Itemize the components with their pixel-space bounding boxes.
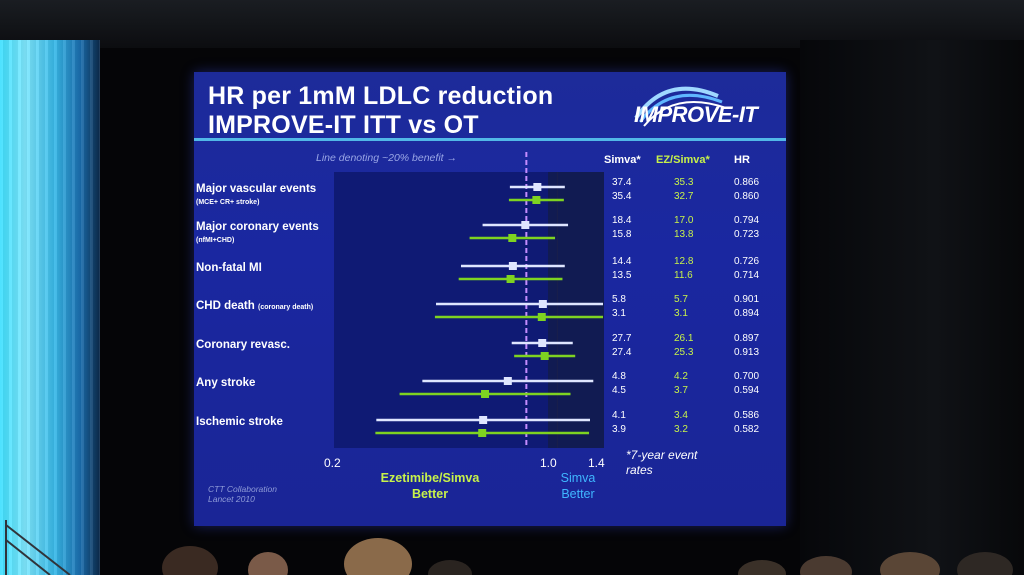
hr-marker-itt-2 <box>508 262 517 270</box>
title-ot: OT <box>443 111 479 139</box>
brand-logo-text: IMPROVE-IT <box>634 102 758 127</box>
simva-value-4-1: 27.4 <box>612 347 632 358</box>
dark-wall <box>800 40 1024 575</box>
col-head-hr: HR <box>734 154 750 166</box>
ez-value-6-0: 3.4 <box>674 410 688 421</box>
simva-value-5-0: 4.8 <box>612 371 626 382</box>
forest-plot <box>375 152 604 448</box>
hr-value-3-1: 0.894 <box>734 308 760 319</box>
row-label-note-3: (coronary death) <box>257 304 314 311</box>
stair-railing <box>5 520 71 575</box>
hr-marker-ot-6 <box>478 429 487 437</box>
simva-better-label: Simva Better <box>560 471 596 501</box>
hr-marker-itt-5 <box>503 377 512 385</box>
ez-value-2-0: 12.8 <box>674 256 694 267</box>
ez-value-1-0: 17.0 <box>674 215 694 226</box>
row-label-note-1: (nfMI+CHD) <box>196 237 235 244</box>
ez-value-5-0: 4.2 <box>674 371 688 382</box>
simva-value-1-0: 18.4 <box>612 215 632 226</box>
ez-value-4-0: 26.1 <box>674 333 694 344</box>
header-rule <box>194 138 786 141</box>
simva-value-0-0: 37.4 <box>612 177 632 188</box>
hr-marker-ot-4 <box>540 352 549 360</box>
ez-value-6-1: 3.2 <box>674 424 688 435</box>
hr-marker-ot-2 <box>506 275 515 283</box>
hr-marker-ot-5 <box>481 390 490 398</box>
ez-value-3-1: 3.1 <box>674 308 688 319</box>
simva-value-1-1: 15.8 <box>612 229 632 240</box>
row-label-4: Coronary revasc. <box>196 339 290 351</box>
hr-value-6-1: 0.582 <box>734 424 760 435</box>
row-label-1: Major coronary events (nfMI+CHD) <box>196 221 319 244</box>
ez-value-2-1: 11.6 <box>674 270 693 281</box>
hr-value-0-0: 0.866 <box>734 177 760 188</box>
hr-value-0-1: 0.860 <box>734 191 760 202</box>
hr-value-6-0: 0.586 <box>734 410 760 421</box>
hr-marker-ot-0 <box>532 196 541 204</box>
title-line-2-text: IMPROVE-IT ITT vs <box>208 111 444 139</box>
tick-1-0: 1.0 <box>540 456 557 470</box>
simva-value-0-1: 35.4 <box>612 191 632 202</box>
hr-marker-itt-1 <box>521 221 530 229</box>
hr-marker-itt-4 <box>538 339 547 347</box>
hr-value-1-0: 0.794 <box>734 215 760 226</box>
improve-it-logo-swoosh <box>634 86 727 127</box>
ezetimibe-better-label: Ezetimibe/Simva Better <box>380 471 480 501</box>
hr-marker-itt-0 <box>533 183 542 191</box>
tick-1-4: 1.4 <box>588 456 605 470</box>
ez-value-0-0: 35.3 <box>674 177 694 188</box>
simva-value-3-0: 5.8 <box>612 294 626 305</box>
ez-value-3-0: 5.7 <box>674 294 688 305</box>
row-label-5: Any stroke <box>196 377 256 389</box>
title-line-1: HR per 1mM LDLC reduction <box>208 82 554 110</box>
simva-value-5-1: 4.5 <box>612 385 626 396</box>
benefit-line-note: Line denoting ~20% benefit → <box>316 152 457 164</box>
hr-marker-itt-3 <box>538 300 547 308</box>
hr-value-3-0: 0.901 <box>734 294 760 305</box>
tick-0-2: 0.2 <box>324 456 341 470</box>
hr-value-5-0: 0.700 <box>734 371 760 382</box>
audience-heads <box>162 538 1013 575</box>
hr-value-1-1: 0.723 <box>734 229 760 240</box>
row-label-0: Major vascular events (MCE+ CR+ stroke) <box>196 183 317 206</box>
presentation-slide: HR per 1mM LDLC reduction IMPROVE-IT ITT… <box>194 72 786 526</box>
row-label-6: Ischemic stroke <box>196 416 283 428</box>
hr-value-5-1: 0.594 <box>734 385 760 396</box>
simva-value-6-1: 3.9 <box>612 424 626 435</box>
simva-value-2-0: 14.4 <box>612 256 632 267</box>
ez-value-0-1: 32.7 <box>674 191 694 202</box>
col-head-ezsimva: EZ/Simva* <box>656 154 710 166</box>
hr-marker-ot-1 <box>508 234 517 242</box>
simva-value-3-1: 3.1 <box>612 308 626 319</box>
row-label-note-0: (MCE+ CR+ stroke) <box>196 199 260 206</box>
col-head-simva: Simva* <box>604 154 641 166</box>
title-line-2: IMPROVE-IT ITT vs OT <box>208 111 553 140</box>
hr-marker-ot-3 <box>537 313 546 321</box>
hr-marker-itt-6 <box>479 416 488 424</box>
ez-value-5-1: 3.7 <box>674 385 688 396</box>
hr-value-2-0: 0.726 <box>734 256 760 267</box>
stage-curtain <box>0 40 100 575</box>
hr-value-4-1: 0.913 <box>734 347 760 358</box>
simva-value-4-0: 27.7 <box>612 333 632 344</box>
simva-value-6-0: 4.1 <box>612 410 626 421</box>
slide-title: HR per 1mM LDLC reduction IMPROVE-IT ITT… <box>208 82 553 140</box>
footnote-event-rates: *7-year event rates <box>626 448 698 477</box>
hr-value-4-0: 0.897 <box>734 333 760 344</box>
citation: CTT Collaboration Lancet 2010 <box>208 484 277 504</box>
row-label-3: CHD death (coronary death) <box>196 300 314 312</box>
simva-value-2-1: 13.5 <box>612 270 632 281</box>
ez-value-1-1: 13.8 <box>674 229 694 240</box>
hr-value-2-1: 0.714 <box>734 270 760 281</box>
ez-value-4-1: 25.3 <box>674 347 694 358</box>
row-label-2: Non-fatal MI <box>196 262 262 274</box>
